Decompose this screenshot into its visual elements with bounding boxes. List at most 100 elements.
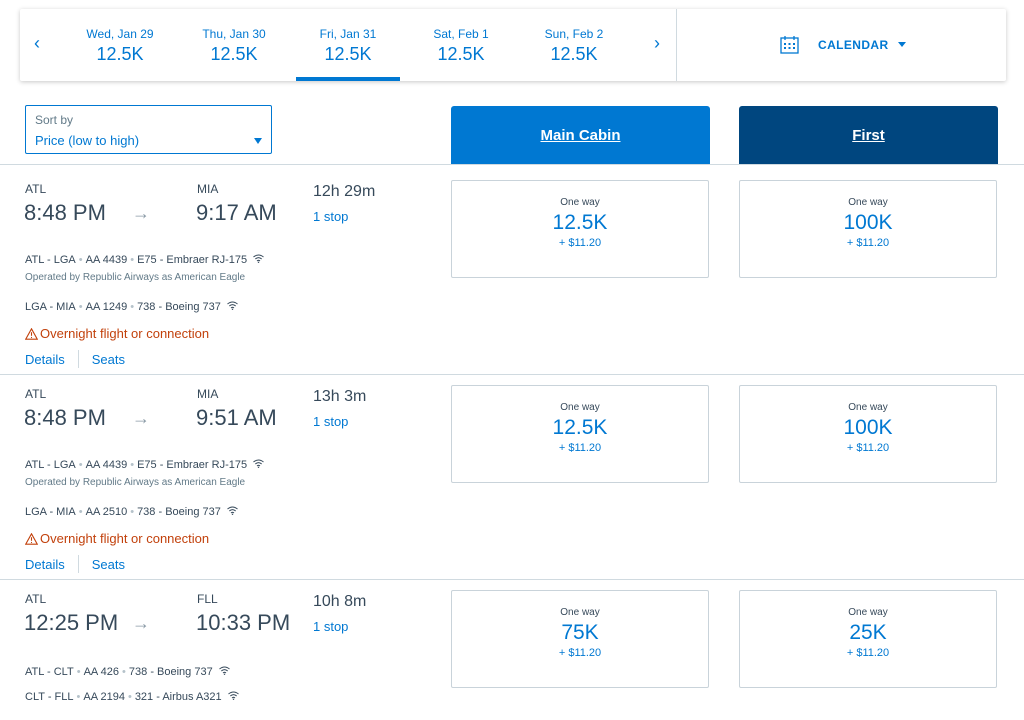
fare-label: One way	[848, 607, 888, 618]
first-cabin-fare[interactable]: One way 25K + $11.20	[739, 590, 997, 688]
date-tab-fri-jan-31[interactable]: Fri, Jan 31 12.5K	[296, 27, 400, 81]
segment-info: CLT - FLL • AA 2194 • 321 - Airbus A321	[25, 691, 239, 703]
origin-code: ATL	[25, 182, 47, 196]
date-tab-price: 12.5K	[324, 44, 372, 64]
main-cabin-fare[interactable]: One way 75K + $11.20	[451, 590, 709, 688]
main-cabin-fare[interactable]: One way 12.5K + $11.20	[451, 385, 709, 483]
fare-points: 12.5K	[552, 211, 608, 234]
dot-separator: •	[76, 691, 81, 703]
fare-label: One way	[560, 607, 600, 618]
flight-links: Details Seats	[25, 555, 125, 573]
dot-separator: •	[130, 459, 135, 471]
dot-separator: •	[130, 301, 135, 313]
warning-text: Overnight flight or connection	[40, 531, 210, 546]
link-separator	[77, 350, 79, 368]
stops-link[interactable]: 1 stop	[313, 414, 349, 429]
departure-time: 8:48 PM	[24, 200, 106, 225]
departure-time: 8:48 PM	[24, 405, 106, 430]
first-cabin-fare[interactable]: One way 100K + $11.20	[739, 385, 997, 483]
segment-info: LGA - MIA • AA 2510 • 738 - Boeing 737	[25, 506, 238, 518]
warning-icon	[25, 532, 38, 545]
fare-points: 12.5K	[552, 416, 608, 439]
chevron-left-icon[interactable]: ‹	[34, 33, 40, 53]
arrival-time: 9:17 AM	[196, 200, 277, 225]
wifi-icon	[227, 506, 238, 515]
warning-icon	[25, 327, 38, 340]
first-cabin-header[interactable]: First	[739, 106, 998, 164]
flight-row: ATL MIA 8:48 PM → 9:51 AM 13h 3m 1 stop …	[0, 370, 1024, 579]
row-divider	[0, 374, 1024, 375]
stops-link[interactable]: 1 stop	[313, 619, 349, 634]
wifi-icon	[253, 459, 264, 468]
flight-duration: 12h 29m	[313, 183, 376, 200]
segment-route: CLT - FLL	[25, 691, 74, 703]
row-divider	[0, 579, 1024, 580]
caret-down-icon	[254, 138, 262, 144]
segment-aircraft: 738 - Boeing 737	[137, 506, 221, 518]
dot-separator: •	[78, 506, 83, 518]
segment-aircraft: E75 - Embraer RJ-175	[137, 254, 248, 266]
fare-label: One way	[560, 402, 600, 413]
fare-points: 75K	[561, 621, 599, 644]
destination-code: MIA	[197, 182, 219, 196]
segment-route: LGA - MIA	[25, 301, 76, 313]
details-link[interactable]: Details	[25, 556, 65, 572]
date-tab-wed-jan-29[interactable]: Wed, Jan 29 12.5K	[68, 27, 172, 66]
chevron-right-icon[interactable]: ›	[654, 33, 660, 53]
dot-separator: •	[78, 301, 83, 313]
fare-tax: + $11.20	[846, 647, 890, 659]
date-tab-date: Wed, Jan 29	[86, 27, 154, 41]
segment-route: ATL - LGA	[25, 254, 76, 266]
date-tab-sat-feb-1[interactable]: Sat, Feb 1 12.5K	[409, 27, 513, 66]
calendar-button[interactable]: CALENDAR	[780, 35, 906, 54]
seats-link[interactable]: Seats	[91, 556, 125, 572]
fare-tax: + $11.20	[846, 442, 890, 454]
date-tab-price: 12.5K	[437, 44, 485, 64]
segment-aircraft: E75 - Embraer RJ-175	[137, 459, 248, 471]
main-cabin-fare[interactable]: One way 12.5K + $11.20	[451, 180, 709, 278]
overnight-warning: Overnight flight or connection	[25, 326, 209, 341]
date-tab-price: 12.5K	[96, 44, 144, 64]
stops-link[interactable]: 1 stop	[313, 209, 349, 224]
fare-points: 100K	[843, 211, 893, 234]
date-tab-thu-jan-30[interactable]: Thu, Jan 30 12.5K	[182, 27, 286, 66]
arrival-time: 9:51 AM	[196, 405, 277, 430]
flight-row: ATL MIA 8:48 PM → 9:17 AM 12h 29m 1 stop…	[0, 165, 1024, 374]
details-link[interactable]: Details	[25, 351, 65, 367]
main-cabin-header[interactable]: Main Cabin	[451, 106, 710, 164]
fare-points: 25K	[849, 621, 887, 644]
segment-route: ATL - CLT	[25, 666, 74, 678]
arrival-time: 10:33 PM	[196, 610, 291, 635]
segment-flight: AA 4439	[85, 254, 128, 266]
date-tab-date: Sat, Feb 1	[433, 27, 489, 41]
segment-info: ATL - LGA • AA 4439 • E75 - Embraer RJ-175	[25, 459, 264, 471]
first-cabin-fare[interactable]: One way 100K + $11.20	[739, 180, 997, 278]
wifi-icon	[227, 691, 239, 700]
fare-label: One way	[848, 197, 888, 208]
dot-separator: •	[78, 459, 83, 471]
link-separator	[77, 555, 79, 573]
segment-flight: AA 4439	[85, 459, 128, 471]
date-tab-sun-feb-2[interactable]: Sun, Feb 2 12.5K	[522, 27, 626, 66]
arrow-right-icon: →	[132, 613, 150, 633]
segment-flight: AA 1249	[85, 301, 128, 313]
operated-by: Operated by Republic Airways as American…	[25, 272, 246, 283]
segment-info: LGA - MIA • AA 1249 • 738 - Boeing 737	[25, 301, 238, 313]
flight-links: Details Seats	[25, 350, 125, 368]
dot-separator: •	[122, 666, 126, 678]
destination-code: FLL	[197, 592, 218, 606]
origin-code: ATL	[25, 592, 47, 606]
wifi-icon	[218, 666, 230, 675]
arrow-right-icon: →	[132, 408, 150, 428]
destination-code: MIA	[197, 387, 219, 401]
dot-separator: •	[76, 666, 81, 678]
fare-tax: + $11.20	[558, 647, 602, 659]
wifi-icon	[253, 254, 264, 263]
sort-dropdown[interactable]: Sort by Price (low to high)	[25, 105, 272, 154]
sort-label: Sort by	[35, 113, 74, 127]
operated-by: Operated by Republic Airways as American…	[25, 477, 246, 488]
caret-down-icon	[897, 42, 906, 47]
seats-link[interactable]: Seats	[91, 351, 125, 367]
arrow-right-icon: →	[132, 203, 150, 223]
calendar-icon	[780, 36, 799, 54]
